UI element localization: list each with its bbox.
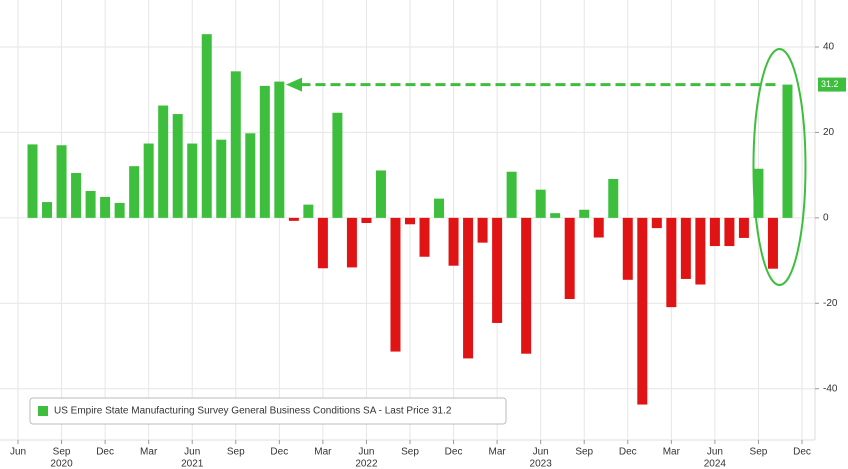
bar — [129, 166, 140, 218]
bar — [317, 217, 328, 269]
x-tick-label: Dec — [619, 447, 637, 458]
bar — [564, 217, 575, 300]
x-tick-label: Mar — [314, 447, 332, 458]
x-tick-label: Dec — [96, 447, 114, 458]
bar — [216, 139, 227, 218]
bar — [259, 85, 270, 218]
legend-swatch — [38, 406, 48, 416]
x-tick-label: Dec — [445, 447, 463, 458]
bar — [187, 143, 198, 218]
bar — [332, 112, 343, 218]
x-tick-label: Jun — [184, 447, 200, 458]
x-tick-label: Sep — [750, 447, 768, 458]
year-label: 2023 — [530, 459, 553, 469]
bar — [666, 217, 677, 308]
bar — [521, 217, 532, 354]
bar — [201, 34, 212, 218]
x-tick-label: Jun — [358, 447, 374, 458]
bar — [637, 217, 648, 405]
x-tick-label: Jun — [533, 447, 549, 458]
x-tick-label: Sep — [53, 447, 71, 458]
bar — [71, 173, 82, 218]
bar — [709, 217, 720, 247]
year-label: 2021 — [181, 459, 204, 469]
y-tick-label: 0 — [823, 213, 829, 224]
x-tick-label: Dec — [270, 447, 288, 458]
bar — [608, 178, 619, 218]
x-tick-label: Jun — [707, 447, 723, 458]
x-tick-label: Mar — [488, 447, 506, 458]
legend-label: US Empire State Manufacturing Survey Gen… — [54, 406, 452, 417]
bar — [56, 145, 67, 218]
bar — [42, 202, 53, 218]
x-tick-label: Sep — [575, 447, 593, 458]
bar — [346, 217, 357, 268]
bar — [375, 170, 386, 218]
bar — [622, 217, 633, 280]
y-tick-label: -40 — [823, 383, 838, 394]
bar — [434, 198, 445, 218]
bar — [288, 217, 299, 221]
bar — [100, 196, 111, 218]
legend-box — [29, 397, 507, 425]
x-tick-label: Jun — [10, 447, 26, 458]
bar — [550, 213, 561, 218]
bar — [114, 202, 125, 218]
bar — [419, 217, 430, 257]
x-tick-label: Mar — [140, 447, 158, 458]
bar — [651, 217, 662, 229]
bar — [143, 143, 154, 218]
bar — [463, 217, 474, 359]
bar — [361, 217, 372, 223]
y-tick-label: 40 — [823, 42, 835, 53]
year-label: 2024 — [704, 459, 727, 469]
bar — [579, 209, 590, 218]
y-tick-label: -20 — [823, 298, 838, 309]
bar — [477, 217, 488, 243]
bar — [506, 171, 517, 218]
last-value-tag — [818, 77, 846, 92]
bar — [695, 217, 706, 285]
x-tick-label: Mar — [663, 447, 681, 458]
bar — [158, 105, 169, 218]
x-tick-label: Dec — [793, 447, 811, 458]
bar — [230, 71, 241, 218]
highlight-ellipse — [752, 48, 807, 286]
bar — [738, 217, 749, 238]
bar — [767, 217, 778, 269]
bar — [27, 144, 38, 218]
bar — [85, 190, 96, 218]
bar — [303, 204, 314, 218]
bar — [680, 217, 691, 279]
year-label: 2020 — [50, 459, 73, 469]
y-tick-label: 20 — [823, 127, 835, 138]
x-tick-label: Sep — [227, 447, 245, 458]
arrow-head — [286, 77, 302, 92]
bar — [405, 217, 415, 225]
bar — [535, 189, 546, 218]
bar — [245, 133, 256, 218]
bar — [724, 217, 735, 247]
bar — [448, 217, 459, 266]
x-tick-label: Sep — [401, 447, 419, 458]
bar — [274, 81, 285, 218]
last-value-label: 31.2 — [821, 79, 839, 89]
bar — [390, 217, 401, 352]
bar — [492, 217, 503, 323]
bar — [593, 217, 604, 238]
bar — [172, 114, 183, 218]
year-label: 2022 — [355, 459, 378, 469]
bar — [753, 168, 764, 218]
bar — [782, 84, 793, 218]
